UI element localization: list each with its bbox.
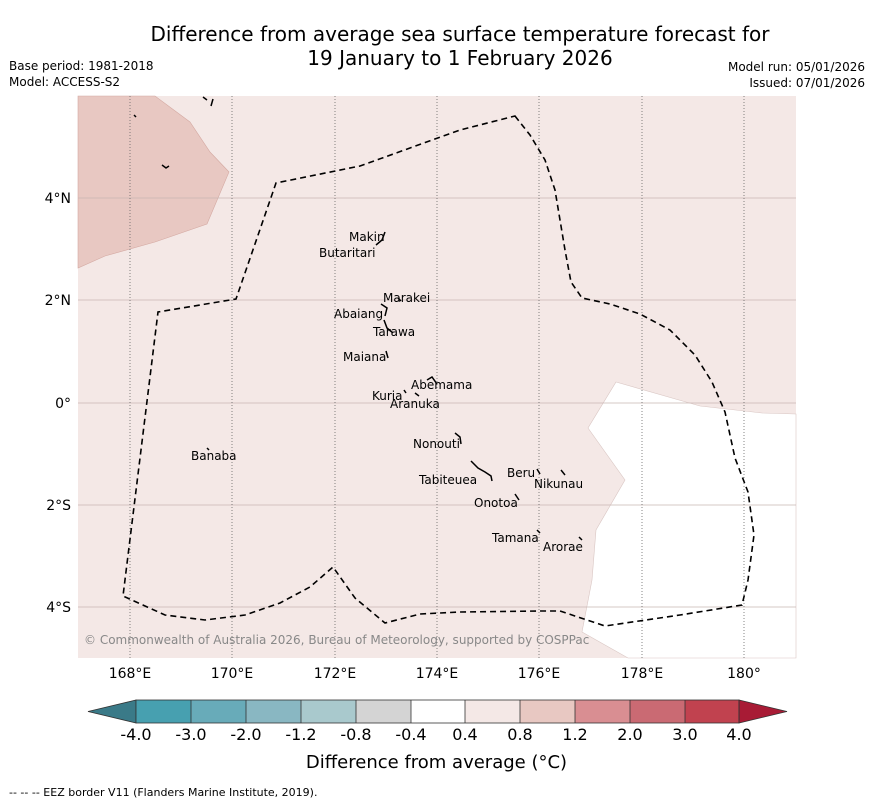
eez-border [122,115,755,627]
island-label-abaiang: Abaiang [334,307,383,321]
outline-tabiteuea [470,460,493,482]
colorbar: -4.0 -3.0 -2.0 -1.2 -0.8 -0.4 0.4 0.8 1.… [87,699,788,744]
lon-tick-178e: 178°E [621,666,664,682]
island-label-kuria: Kuria [372,389,403,403]
eez-legend-note: -- -- -- EEZ border V11 (Flanders Marine… [9,786,318,799]
colorbar-tick: 2.0 [617,725,642,744]
colorbar-bin [575,700,630,723]
lat-tick-0: 0° [55,396,71,412]
island-label-marakei: Marakei [383,291,430,305]
lon-tick-168e: 168°E [109,666,152,682]
island-label-banaba: Banaba [191,449,237,463]
colorbar-tick: -0.8 [340,725,371,744]
colorbar-tick: -3.0 [175,725,206,744]
colorbar-tick: -2.0 [230,725,261,744]
issued-date: Issued: 07/01/2026 [749,76,865,90]
colorbar-extend-max [738,699,788,724]
title-line-1: Difference from average sea surface temp… [150,22,770,46]
outline-islet-2 [161,164,170,169]
island-label-nikunau: Nikunau [534,477,583,491]
island-label-tabiteuea: Tabiteuea [418,473,477,487]
outline-makin [375,231,386,246]
colorbar-bin [356,700,411,723]
lat-tick-2s: 2°S [46,498,71,514]
island-label-arorae: Arorae [543,540,583,554]
colorbar-bin [301,700,356,723]
longitude-gridlines [129,96,745,658]
outline-kuria [403,389,407,394]
outline-nonouti [454,432,462,445]
colorbar-extend-min [87,699,137,724]
outline-abaiang [380,303,388,317]
outline-nikunau [560,469,566,476]
outline-islet-1 [133,114,137,118]
colorbar-tick: -0.4 [395,725,426,744]
outline-onotoa [514,493,520,501]
colorbar-tick: 4.0 [726,725,751,744]
lat-tick-4s: 4°S [46,600,71,616]
colorbar-frame [135,699,740,724]
meta-left: Base period: 1981-2018 Model: ACCESS-S2 [9,58,154,90]
lon-tick-180: 180° [727,666,761,682]
longitude-axis: 168°E 170°E 172°E 174°E 176°E 178°E 180° [109,666,761,682]
colorbar-bin [630,700,685,723]
colorbar-tick: -4.0 [120,725,151,744]
island-label-maiana: Maiana [343,350,386,364]
colorbar-bin [685,700,739,723]
island-label-onotoa: Onotoa [474,496,518,510]
title-line-2: 19 January to 1 February 2026 [307,46,613,70]
colorbar-tick: 0.8 [507,725,532,744]
meta-right: Model run: 05/01/2026 Issued: 07/01/2026 [728,59,865,91]
island-label-nonouti: Nonouti [413,437,460,451]
anomaly-region-neutral [581,381,797,659]
outline-islet-3 [202,96,208,101]
base-period: Base period: 1981-2018 [9,59,154,73]
colorbar-bin [191,700,246,723]
outline-beru [536,468,541,475]
island-label-beru: Beru [507,466,535,480]
island-label-aranuka: Aranuka [390,397,440,411]
colorbar-tick: 0.4 [452,725,477,744]
lat-tick-4n: 4°N [45,191,71,207]
lon-tick-174e: 174°E [416,666,459,682]
island-label-butaritari: Butaritari [319,246,376,260]
copyright-notice: © Commonwealth of Australia 2026, Bureau… [84,633,589,647]
lon-tick-172e: 172°E [314,666,357,682]
lon-tick-176e: 176°E [518,666,561,682]
outline-tarawa [383,319,394,334]
island-label-tamana: Tamana [491,531,539,545]
colorbar-bin [136,700,191,723]
island-label-tarawa: Tarawa [372,325,415,339]
model-name: Model: ACCESS-S2 [9,75,121,89]
model-run: Model run: 05/01/2026 [727,60,865,74]
outline-islet-4 [210,98,214,107]
map-title: Difference from average sea surface temp… [100,22,820,70]
colorbar-title: Difference from average (°C) [305,752,568,773]
island-label-makin: Makin [349,230,385,244]
outline-aranuka [414,392,420,397]
outline-banaba [206,447,210,451]
outline-tamana [536,529,541,534]
latitude-axis: 4°N 2°N 0° 2°S 4°S [45,191,72,616]
lon-tick-170e: 170°E [211,666,254,682]
colorbar-bin [520,700,575,723]
outline-maiana [385,350,389,359]
outline-arorae [578,536,583,541]
colorbar-bin [411,700,465,723]
island-labels: Makin Butaritari Marakei Abaiang Tarawa … [191,230,583,554]
lat-tick-2n: 2°N [45,293,71,309]
colorbar-tick: -1.2 [285,725,316,744]
colorbar-bin [246,700,301,723]
colorbar-tick: 3.0 [672,725,697,744]
colorbar-tick: 1.2 [562,725,587,744]
island-label-abemama: Abemama [411,378,472,392]
outline-marakei [397,297,402,302]
colorbar-bin [465,700,520,723]
island-outlines [133,96,583,541]
outline-abemama [426,376,438,385]
